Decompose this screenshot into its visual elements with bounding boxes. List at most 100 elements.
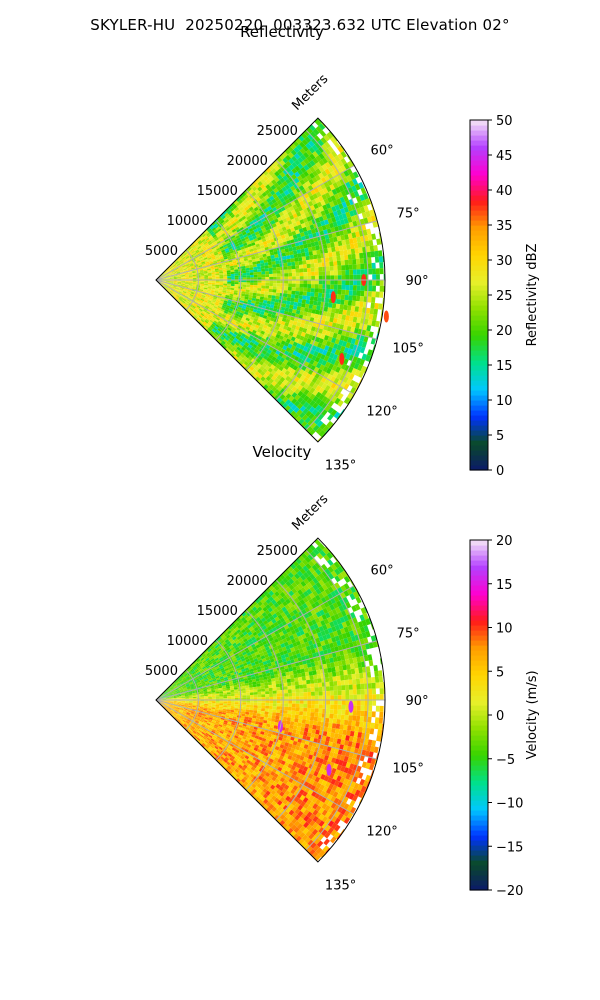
field-cell bbox=[166, 289, 170, 293]
field-cell bbox=[300, 586, 307, 594]
field-cell bbox=[208, 661, 213, 666]
field-cell bbox=[309, 224, 315, 230]
field-cell bbox=[257, 199, 264, 205]
field-cell bbox=[281, 606, 288, 613]
field-cell bbox=[279, 266, 285, 271]
field-cell bbox=[297, 156, 304, 164]
field-cell bbox=[211, 675, 216, 679]
range-tick-label: 10000 bbox=[167, 214, 208, 229]
field-cell bbox=[227, 339, 233, 344]
field-cell bbox=[256, 266, 262, 270]
field-cell bbox=[364, 643, 371, 650]
field-cell bbox=[359, 638, 365, 646]
field-cell bbox=[252, 264, 257, 268]
field-cell bbox=[276, 266, 281, 271]
field-cell bbox=[291, 265, 296, 270]
field-cell bbox=[173, 278, 178, 280]
field-cell bbox=[249, 287, 254, 291]
field-cell bbox=[332, 555, 338, 562]
field-cell bbox=[188, 277, 193, 279]
field-cell bbox=[242, 351, 247, 357]
field-cell bbox=[192, 240, 197, 245]
field-cell bbox=[229, 683, 234, 687]
field-cell bbox=[188, 283, 193, 285]
field-cell bbox=[298, 291, 304, 296]
field-cell bbox=[368, 313, 374, 321]
colorbar-segment bbox=[470, 305, 488, 311]
field-cell bbox=[353, 645, 359, 653]
field-cell bbox=[257, 606, 263, 612]
field-cell bbox=[298, 228, 304, 234]
field-cell bbox=[280, 643, 286, 648]
field-cell bbox=[219, 256, 224, 260]
field-cell bbox=[318, 543, 326, 551]
field-cell bbox=[291, 290, 296, 295]
field-cell bbox=[299, 620, 305, 627]
field-cell bbox=[182, 291, 187, 295]
field-cell bbox=[370, 215, 376, 223]
field-cell bbox=[181, 277, 186, 279]
field-cell bbox=[234, 286, 239, 289]
field-cell bbox=[201, 303, 206, 307]
field-cell bbox=[225, 341, 231, 346]
field-cell bbox=[343, 206, 350, 213]
field-cell bbox=[345, 200, 351, 207]
field-cell bbox=[208, 649, 214, 654]
field-cell bbox=[199, 656, 204, 660]
field-cell bbox=[363, 335, 369, 343]
field-cell bbox=[207, 272, 212, 275]
field-cell bbox=[276, 599, 283, 606]
field-cell bbox=[234, 626, 240, 632]
field-cell bbox=[233, 331, 239, 336]
field-cell bbox=[332, 619, 339, 626]
field-cell bbox=[267, 662, 272, 667]
field-cell bbox=[312, 193, 319, 200]
field-cell bbox=[232, 319, 237, 324]
field-cell bbox=[198, 321, 203, 325]
field-cell bbox=[299, 374, 306, 381]
field-cell bbox=[222, 288, 227, 292]
field-cell bbox=[260, 291, 265, 295]
field-cell bbox=[236, 648, 241, 653]
field-cell bbox=[252, 619, 258, 625]
field-cell bbox=[216, 259, 221, 262]
field-cell bbox=[285, 598, 291, 605]
field-cell bbox=[376, 274, 380, 280]
field-cell bbox=[230, 287, 235, 291]
field-cell bbox=[299, 568, 306, 575]
field-cell bbox=[368, 642, 374, 649]
field-cell bbox=[220, 658, 225, 663]
field-cell bbox=[348, 332, 354, 339]
field-cell bbox=[199, 269, 204, 272]
field-cell bbox=[295, 220, 301, 226]
field-cell bbox=[177, 283, 182, 286]
field-cell bbox=[333, 141, 341, 149]
field-cell bbox=[175, 689, 180, 692]
field-cell bbox=[341, 270, 346, 276]
field-cell bbox=[229, 263, 234, 267]
field-cell bbox=[367, 216, 373, 224]
field-cell bbox=[277, 319, 282, 325]
field-cell bbox=[269, 238, 275, 243]
field-cell bbox=[186, 300, 191, 304]
colorbar-segment bbox=[470, 450, 488, 456]
field-cell bbox=[221, 635, 226, 640]
field-cell bbox=[191, 664, 195, 668]
field-cell bbox=[351, 652, 357, 659]
field-cell bbox=[263, 175, 269, 182]
field-cell bbox=[289, 655, 294, 661]
field-cell bbox=[359, 346, 366, 354]
field-cell bbox=[300, 574, 307, 581]
field-cell bbox=[303, 283, 308, 288]
field-cell bbox=[322, 663, 328, 669]
field-cell bbox=[203, 255, 208, 259]
field-cell bbox=[182, 678, 187, 682]
field-cell bbox=[182, 266, 187, 269]
field-cell bbox=[348, 238, 354, 245]
field-cell bbox=[298, 369, 305, 375]
field-cell bbox=[258, 614, 264, 620]
field-cell bbox=[240, 246, 245, 250]
field-cell bbox=[314, 617, 321, 624]
field-cell bbox=[344, 364, 351, 372]
field-cell bbox=[313, 633, 319, 639]
